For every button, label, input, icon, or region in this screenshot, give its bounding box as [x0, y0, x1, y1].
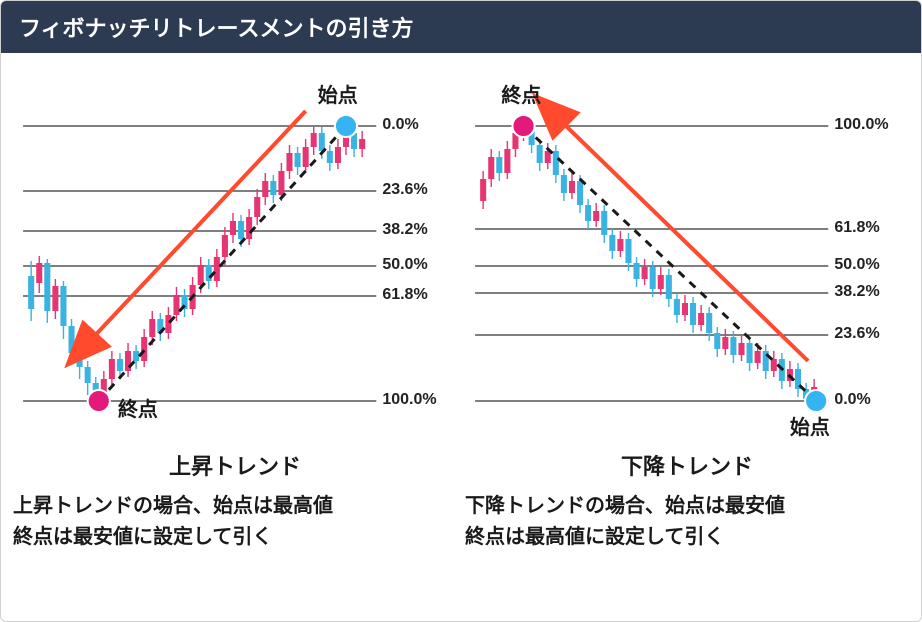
fib-level-label: 100.0% — [834, 116, 888, 134]
downtrend-chart: 100.0% 61.8% 50.0% 38.2% 23.6% 0.0%始点 終点 — [465, 61, 909, 441]
fib-level-label: 0.0% — [834, 391, 870, 409]
page-title: フィボナッチリトレースメントの引き方 — [1, 1, 921, 53]
panels-row: 0.0%23.6%38.2%50.0%61.8%100.0%始点終点 上昇トレン… — [1, 53, 921, 621]
uptrend-desc-line2: 終点は最安値に設定して引く — [13, 522, 457, 553]
fib-level-label: 23.6% — [834, 325, 879, 343]
end-point-label: 終点 — [501, 79, 541, 108]
fib-level-label: 61.8% — [382, 286, 427, 304]
fib-level-label: 38.2% — [834, 283, 879, 301]
uptrend-title: 上昇トレンド — [13, 449, 457, 481]
start-point-label: 始点 — [790, 411, 830, 440]
downtrend-desc: 下降トレンドの場合、始点は最安値 終点は最高値に設定して引く — [465, 491, 909, 553]
infographic-container: フィボナッチリトレースメントの引き方 0.0% 23.6% 38.2% 50.0% 61… — [0, 0, 922, 622]
fib-level-label: 0.0% — [382, 116, 418, 134]
end-point-label: 終点 — [118, 393, 158, 422]
fib-level-label: 61.8% — [834, 219, 879, 237]
uptrend-panel: 0.0% 23.6% 38.2% 50.0% 61.8% 100.0% 始点終点 上昇トレン… — [13, 61, 457, 609]
downtrend-panel: 100.0% 61.8% 50.0% 38.2% 23.6% 0.0%始点 終点 下降トレン… — [465, 61, 909, 609]
fib-level-label: 38.2% — [382, 221, 427, 239]
start-point-label: 始点 — [318, 79, 358, 108]
uptrend-chart: 0.0% 23.6% 38.2% 50.0% 61.8% 100.0% 始点終点 — [13, 61, 457, 441]
downtrend-desc-line1: 下降トレンドの場合、始点は最安値 — [465, 491, 909, 522]
uptrend-desc: 上昇トレンドの場合、始点は最高値 終点は最安値に設定して引く — [13, 491, 457, 553]
uptrend-desc-line1: 上昇トレンドの場合、始点は最高値 — [13, 491, 457, 522]
fib-level-label: 50.0% — [834, 256, 879, 274]
fib-level-label: 23.6% — [382, 181, 427, 199]
fib-level-label: 100.0% — [382, 391, 436, 409]
downtrend-desc-line2: 終点は最高値に設定して引く — [465, 522, 909, 553]
fib-level-label: 50.0% — [382, 256, 427, 274]
downtrend-title: 下降トレンド — [465, 449, 909, 481]
